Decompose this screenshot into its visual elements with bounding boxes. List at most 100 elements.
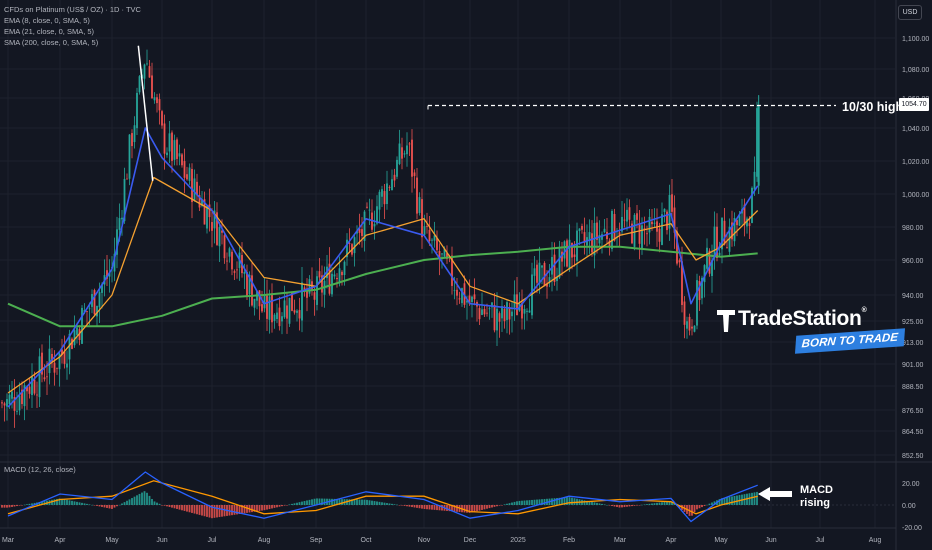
candle-body (736, 220, 738, 226)
candle-body (608, 240, 611, 247)
candle-body (116, 229, 118, 255)
candle-body (213, 210, 216, 229)
sma200-legend[interactable]: SMA (200, close, 0, SMA, 5) (4, 38, 99, 47)
macd-histogram-bar (98, 505, 101, 507)
time-tick-label: Aug (869, 537, 882, 544)
candle-body (416, 177, 418, 214)
candle-body (248, 274, 251, 295)
ema8-line (7, 127, 759, 408)
candle-body (208, 204, 211, 218)
macd-histogram-bar (331, 498, 333, 505)
macd-histogram-bar (173, 505, 176, 509)
candle-body (276, 312, 278, 320)
candle-body (303, 287, 306, 291)
macd-histogram-bar (513, 501, 516, 505)
candle-body (591, 233, 593, 253)
macd-histogram-bar (558, 497, 561, 505)
macd-histogram-bar (56, 498, 58, 505)
time-tick-label: Apr (666, 537, 678, 544)
candle-body (336, 277, 338, 280)
candle-body (678, 260, 681, 263)
macd-histogram-bar (71, 500, 73, 505)
candle-body (343, 261, 346, 276)
candle-body (746, 218, 748, 227)
candle-body (218, 227, 221, 247)
price-tick-label: 1,040.00 (902, 126, 929, 133)
macd-histogram-bar (301, 501, 303, 505)
candle-body (666, 211, 668, 231)
currency-button[interactable]: USD (898, 5, 922, 20)
macd-histogram-bar (466, 505, 468, 513)
macd-histogram-bar (198, 505, 201, 515)
macd-histogram-bar (671, 501, 673, 505)
macd-histogram-bar (521, 500, 523, 505)
candle-body (446, 253, 448, 259)
candle-body (266, 295, 268, 319)
candle-body (691, 326, 693, 329)
macd-histogram-bar (383, 502, 386, 505)
macd-histogram-bar (201, 505, 203, 516)
macd-histogram-bar (336, 498, 338, 505)
macd-histogram-bar (663, 501, 666, 505)
macd-legend[interactable]: MACD (12, 26, close) (4, 465, 76, 474)
macd-histogram-bar (246, 505, 248, 513)
candle-body (541, 265, 543, 268)
candle-body (456, 289, 458, 296)
candle-body (561, 251, 563, 262)
candle-body (421, 199, 423, 238)
macd-histogram-bar (591, 501, 593, 505)
candle-body (721, 217, 723, 250)
candle-body (698, 280, 701, 300)
time-tick-label: May (105, 537, 119, 544)
macd-histogram-bar (148, 495, 151, 505)
macd-histogram-bar (106, 505, 108, 508)
macd-histogram-bar (118, 504, 121, 506)
macd-histogram-bar (606, 504, 608, 506)
macd-histogram-bar (511, 502, 513, 505)
candle-body (278, 307, 281, 327)
macd-histogram-bar (191, 505, 193, 513)
macd-histogram-bar (703, 505, 706, 506)
downtrend-line (137, 45, 154, 181)
candle-body (246, 272, 248, 297)
macd-histogram-bar (293, 503, 296, 505)
candle-body (376, 206, 378, 224)
candle-body (598, 234, 601, 244)
time-tick-label: Jul (816, 537, 825, 544)
macd-histogram-bar (316, 498, 318, 505)
candle-body (683, 301, 686, 325)
macd-histogram-bar (396, 504, 398, 506)
ema21-legend[interactable]: EMA (21, close, 0, SMA, 5) (4, 27, 95, 36)
macd-histogram-bar (571, 497, 573, 505)
candle-body (378, 191, 381, 210)
macd-histogram-bar (51, 499, 53, 505)
macd-histogram-bar (273, 505, 276, 508)
macd-histogram-bar (401, 505, 403, 506)
candle-body (528, 310, 531, 313)
macd-histogram-bar (543, 498, 546, 505)
candle-body (588, 232, 591, 242)
candle-body (621, 216, 623, 232)
macd-histogram-bar (116, 505, 118, 507)
candle-body (128, 134, 131, 179)
macd-histogram-bar (143, 491, 146, 505)
candle-body (73, 330, 76, 346)
candle-body (243, 271, 246, 274)
candle-body (106, 270, 108, 279)
macd-histogram-bar (158, 503, 161, 505)
macd-histogram-bar (748, 493, 751, 505)
macd-histogram-bar (661, 502, 663, 505)
macd-histogram-bar (358, 499, 361, 505)
ema8-legend[interactable]: EMA (8, close, 0, SMA, 5) (4, 16, 90, 25)
macd-histogram-bar (471, 505, 473, 513)
symbol-title[interactable]: CFDs on Platinum (US$ / OZ) · 1D · TVC (4, 5, 141, 14)
macd-histogram-bar (626, 505, 628, 507)
candle-body (188, 167, 191, 181)
macd-histogram-bar (381, 502, 383, 505)
candle-body (636, 213, 638, 220)
macd-histogram-bar (13, 505, 16, 507)
candle-body (751, 187, 753, 223)
macd-histogram-bar (506, 503, 508, 505)
macd-histogram-bar (251, 505, 253, 513)
